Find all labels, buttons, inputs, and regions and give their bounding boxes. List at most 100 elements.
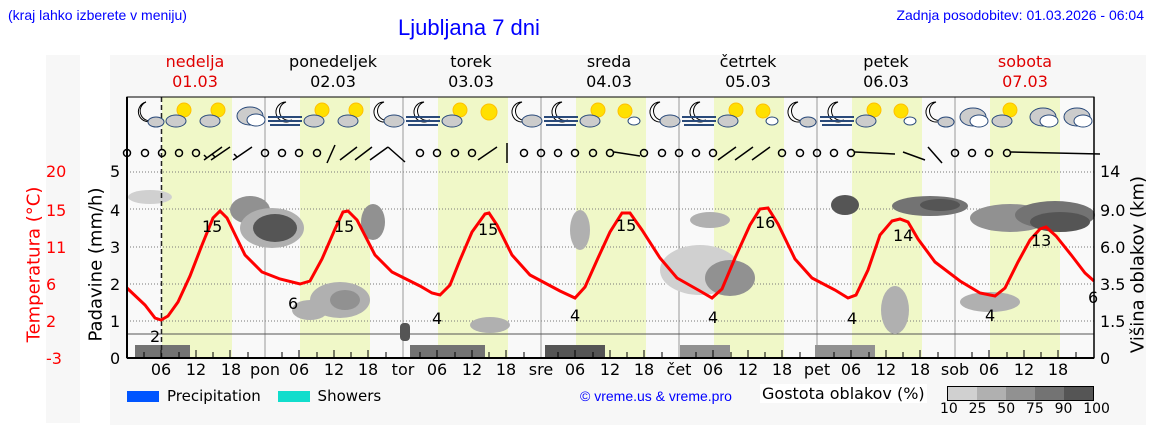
x-tick: 12 [461, 360, 483, 379]
svg-text:15: 15 [202, 217, 222, 236]
svg-text:4: 4 [432, 309, 442, 328]
x-tick: 18 [1047, 360, 1069, 379]
partly-sunny-icon [991, 102, 1018, 128]
x-tick: 06 [150, 360, 172, 379]
x-tick: 18 [357, 360, 379, 379]
night-cloudy-icon [649, 101, 681, 128]
x-tick: 18 [495, 360, 517, 379]
x-tick: pon [249, 360, 281, 379]
x-tick: 12 [1013, 360, 1035, 379]
precip-tick: 5 [110, 162, 121, 181]
partly-sunny-icon [855, 102, 882, 128]
cloud-density-label: Gostota oblakov (%) [760, 384, 927, 403]
chart-legend: Precipitation Showers [127, 386, 393, 405]
precip-tick: 1 [110, 312, 121, 331]
day-header-thursday: četrtek 05.03 [719, 52, 777, 91]
day-header-sunday: nedelja 01.03 [165, 52, 225, 91]
x-tick: tor [391, 360, 415, 379]
cloud-tick: 14 [1100, 162, 1121, 181]
temp-tick: 15 [46, 201, 67, 220]
x-tick: čet [666, 360, 692, 379]
temp-tick: 11 [46, 238, 67, 257]
x-tick: 06 [564, 360, 586, 379]
sunny-few-clouds-icon [893, 103, 917, 126]
night-partly-cloudy-icon [925, 101, 955, 128]
x-tick: 12 [185, 360, 207, 379]
temperature-line [125, 206, 1095, 322]
temp-tick: -3 [46, 349, 62, 368]
night-cloudy-icon [373, 101, 405, 128]
sunny-few-clouds-icon [617, 103, 641, 126]
wind-row [122, 143, 1101, 164]
x-tick: 06 [978, 360, 1000, 379]
partly-sunny-icon [717, 102, 744, 128]
partly-sunny-icon [441, 102, 468, 128]
temperature-value-labels: 2 6 4 4 4 4 4 6 15 15 15 15 16 14 13 [150, 213, 1098, 346]
temp-tick: 2 [46, 312, 57, 331]
temp-tick: 6 [46, 275, 57, 294]
x-tick: 18 [220, 360, 242, 379]
night-fog-icon [820, 101, 854, 126]
x-tick: 12 [737, 360, 759, 379]
cloud-tick: 9.0 [1100, 201, 1126, 220]
cloud-density-scale: 10 25 50 75 90 100 [940, 385, 1110, 417]
weather-icons-row [137, 101, 1093, 128]
partly-sunny-icon [199, 102, 226, 128]
temperature-axis-panel [46, 55, 80, 423]
svg-text:4: 4 [847, 309, 857, 328]
cloud-tick: 1.5 [1100, 312, 1126, 331]
svg-text:13: 13 [1031, 231, 1051, 250]
svg-text:16: 16 [755, 213, 775, 232]
x-tick: sre [528, 360, 554, 379]
svg-text:4: 4 [708, 308, 718, 327]
cloud-tick: 3.5 [1100, 275, 1126, 294]
svg-text:4: 4 [985, 306, 995, 325]
svg-text:15: 15 [478, 220, 498, 239]
cloudy-icon [1063, 107, 1093, 128]
chart-title: Ljubljana 7 dni [398, 15, 540, 40]
cloud-tick: 0 [1100, 349, 1111, 368]
svg-text:6: 6 [288, 294, 298, 313]
cloudy-icon [959, 107, 989, 128]
x-tick: 18 [633, 360, 655, 379]
night-fog-icon [268, 101, 302, 126]
x-tick: 12 [323, 360, 345, 379]
x-tick: 12 [599, 360, 621, 379]
night-fog-icon [406, 101, 440, 126]
precip-tick: 0 [110, 349, 121, 368]
day-header-saturday: sobota 07.03 [997, 52, 1053, 91]
svg-text:4: 4 [570, 306, 580, 325]
x-tick: 18 [909, 360, 931, 379]
legend-showers: Showers [277, 387, 381, 405]
copyright-link[interactable]: © vreme.us & vreme.pro [580, 388, 732, 404]
day-header-friday: petek 06.03 [863, 52, 909, 91]
svg-text:2: 2 [150, 327, 160, 346]
x-tick: 06 [288, 360, 310, 379]
x-tick: sob [940, 360, 970, 379]
precipitation-swatch [127, 390, 159, 402]
x-tick: 18 [771, 360, 793, 379]
partly-sunny-icon [337, 102, 364, 128]
precip-tick: 4 [110, 201, 121, 220]
partly-sunny-icon [579, 102, 606, 128]
night-partly-cloudy-icon [787, 101, 817, 128]
location-hint: (kraj lahko izberete v meniju) [8, 7, 187, 23]
svg-text:15: 15 [334, 217, 354, 236]
night-cloudy-icon [511, 101, 543, 128]
night-fog-icon [682, 101, 716, 126]
precip-tick: 2 [110, 275, 121, 294]
day-header-wednesday: sreda 04.03 [586, 52, 632, 91]
cloudy-icon [236, 106, 266, 127]
legend-precipitation: Precipitation [127, 387, 261, 405]
temp-tick: 20 [46, 162, 67, 181]
precip-tick: 3 [110, 238, 121, 257]
showers-swatch [277, 390, 310, 402]
svg-text:14: 14 [893, 226, 913, 245]
partly-sunny-icon [303, 102, 330, 128]
night-partly-cloudy-icon [137, 101, 165, 128]
sunny-few-clouds-icon [755, 103, 779, 126]
svg-text:15: 15 [616, 216, 636, 235]
night-fog-icon [544, 101, 578, 126]
x-tick: 06 [840, 360, 862, 379]
